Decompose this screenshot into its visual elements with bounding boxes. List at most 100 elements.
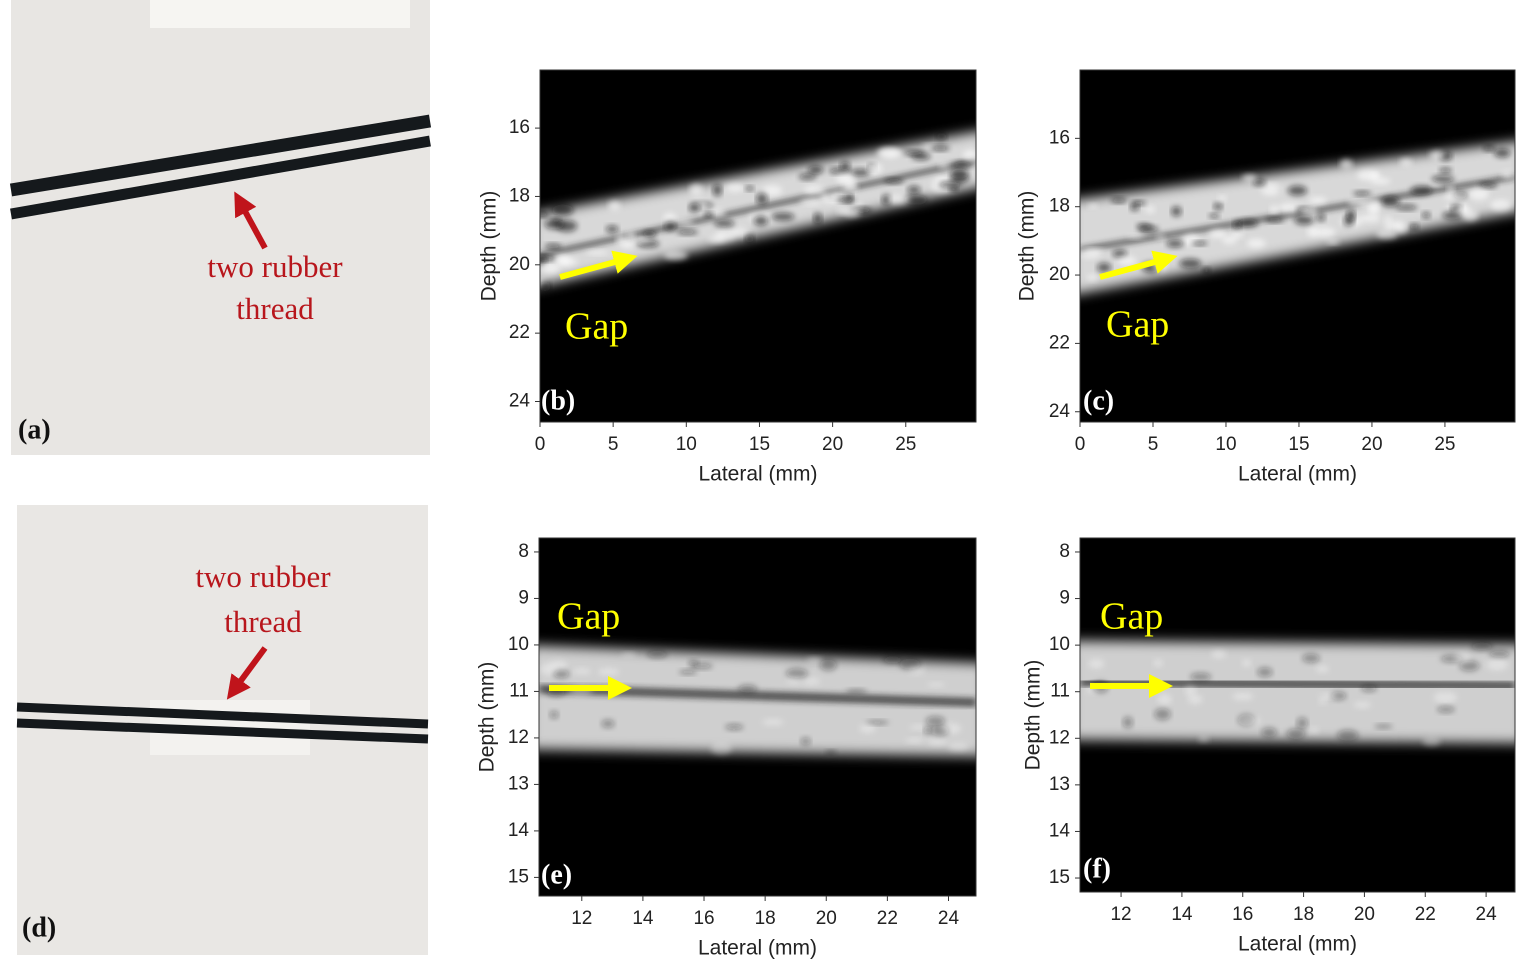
speckle bbox=[806, 657, 822, 663]
speckle bbox=[540, 212, 550, 217]
speckle bbox=[1286, 728, 1305, 740]
speckle bbox=[1337, 729, 1359, 741]
speckle bbox=[925, 716, 946, 726]
x-axis-label: Lateral (mm) bbox=[698, 463, 817, 486]
y-tick-label: 10 bbox=[508, 634, 529, 655]
speckle bbox=[615, 234, 628, 246]
speckle bbox=[1208, 229, 1227, 239]
speckle bbox=[800, 737, 811, 746]
speckle bbox=[1455, 206, 1470, 214]
y-tick-label: 13 bbox=[508, 773, 529, 794]
speckle bbox=[1217, 195, 1227, 201]
speckle bbox=[549, 660, 568, 670]
speckle bbox=[1088, 204, 1098, 209]
speckle bbox=[837, 197, 856, 203]
speckle bbox=[1122, 716, 1133, 729]
speckle bbox=[883, 178, 904, 184]
speckle bbox=[1409, 224, 1419, 230]
x-tick-label: 5 bbox=[1148, 434, 1159, 455]
x-tick-label: 0 bbox=[1075, 434, 1086, 455]
speckle bbox=[1179, 258, 1202, 269]
speckle bbox=[1313, 227, 1336, 237]
speckle bbox=[1454, 652, 1471, 664]
y-tick-label: 8 bbox=[518, 541, 529, 562]
speckle bbox=[952, 161, 972, 168]
y-tick-label: 22 bbox=[1049, 332, 1070, 353]
y-tick-label: 10 bbox=[1049, 634, 1070, 655]
x-tick-label: 20 bbox=[1354, 904, 1375, 925]
speckle bbox=[1232, 220, 1242, 230]
speckle bbox=[938, 181, 962, 188]
speckle bbox=[744, 235, 755, 243]
x-tick-label: 14 bbox=[1171, 904, 1193, 925]
x-tick-label: 5 bbox=[608, 434, 619, 455]
speckle bbox=[646, 650, 668, 659]
speckle bbox=[1446, 185, 1455, 193]
speckle bbox=[936, 133, 947, 141]
annotation: two rubber bbox=[195, 559, 331, 594]
speckle bbox=[1190, 672, 1212, 681]
speckle bbox=[1437, 706, 1455, 713]
x-tick-label: 15 bbox=[749, 434, 770, 455]
speckle bbox=[664, 221, 676, 232]
gap-line bbox=[540, 158, 976, 258]
x-tick-label: 20 bbox=[1361, 434, 1382, 455]
speckle bbox=[1431, 175, 1455, 183]
speckle bbox=[712, 184, 722, 197]
rubber-thread bbox=[16, 702, 429, 729]
speckle bbox=[1339, 159, 1353, 170]
panel-label: (f) bbox=[1083, 853, 1111, 884]
speckle bbox=[1318, 699, 1327, 705]
speckle bbox=[1488, 650, 1510, 658]
x-tick-label: 20 bbox=[816, 908, 837, 929]
speckle bbox=[714, 219, 735, 227]
ultrasound-image bbox=[539, 645, 976, 757]
x-tick-label: 24 bbox=[1476, 904, 1498, 925]
speckle bbox=[1191, 241, 1208, 246]
speckle bbox=[601, 719, 615, 728]
speckle bbox=[762, 718, 784, 726]
y-tick-label: 20 bbox=[509, 254, 530, 275]
speckle bbox=[938, 162, 949, 169]
y-tick-label: 22 bbox=[509, 322, 530, 343]
speckle bbox=[1088, 658, 1105, 669]
speckle bbox=[882, 656, 903, 664]
x-tick-label: 0 bbox=[535, 434, 546, 455]
speckle bbox=[553, 669, 570, 679]
speckle bbox=[678, 669, 698, 675]
speckle bbox=[850, 168, 871, 177]
panel-label: (a) bbox=[18, 414, 51, 445]
speckle bbox=[1374, 724, 1393, 729]
speckle bbox=[1501, 171, 1514, 180]
speckle bbox=[813, 212, 822, 224]
speckle bbox=[676, 219, 694, 226]
speckle bbox=[1153, 659, 1164, 667]
annotation: thread bbox=[236, 291, 314, 326]
x-axis-label: Lateral (mm) bbox=[1238, 933, 1357, 956]
speckle bbox=[1127, 234, 1145, 239]
speckle bbox=[1187, 694, 1203, 705]
speckle bbox=[1486, 658, 1508, 671]
speckle bbox=[754, 215, 768, 226]
gap-line bbox=[1080, 174, 1515, 253]
speckle bbox=[1421, 212, 1431, 219]
y-tick-label: 12 bbox=[508, 727, 529, 748]
speckle bbox=[626, 231, 636, 242]
speckle bbox=[785, 668, 808, 679]
speckle bbox=[843, 208, 861, 217]
y-tick-label: 11 bbox=[509, 680, 529, 701]
photo-background bbox=[11, 0, 430, 455]
x-tick-label: 22 bbox=[877, 908, 898, 929]
speckle bbox=[737, 684, 758, 693]
speckle bbox=[642, 230, 657, 238]
speckle bbox=[1433, 691, 1457, 704]
x-tick-label: 24 bbox=[938, 908, 960, 929]
speckle bbox=[1381, 195, 1400, 208]
speckle bbox=[1213, 203, 1223, 211]
speckle bbox=[725, 183, 745, 192]
x-tick-label: 16 bbox=[1232, 904, 1253, 925]
speckle bbox=[1315, 665, 1329, 673]
speckle bbox=[1422, 737, 1441, 746]
speckle bbox=[1222, 236, 1237, 244]
